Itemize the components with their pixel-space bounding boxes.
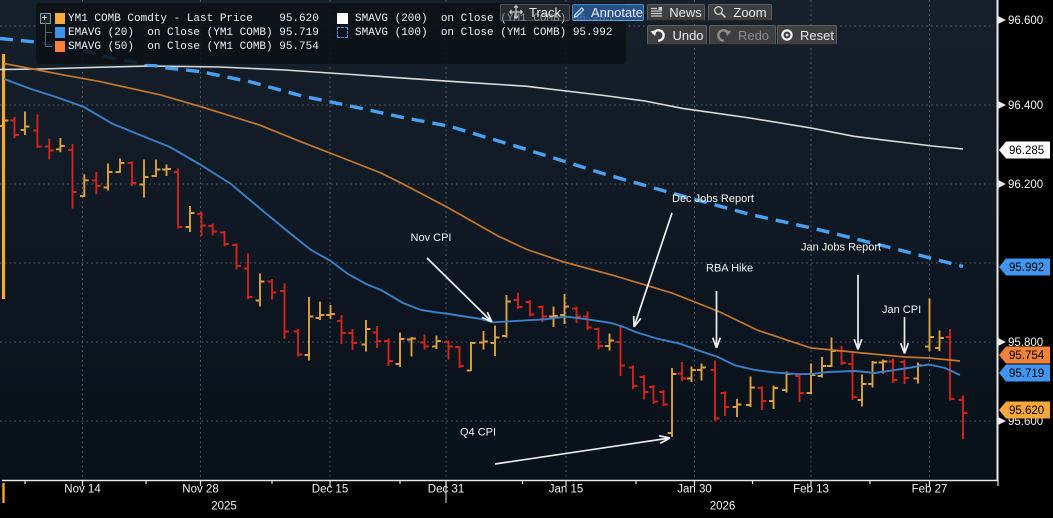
svg-text:Jan 30: Jan 30 xyxy=(677,484,712,496)
svg-text:Jan 15: Jan 15 xyxy=(549,484,584,496)
svg-text:Feb 27: Feb 27 xyxy=(912,484,948,496)
svg-text:Jan CPI: Jan CPI xyxy=(882,304,921,316)
svg-text:95.719: 95.719 xyxy=(1009,368,1044,380)
svg-text:Nov 14: Nov 14 xyxy=(64,484,101,496)
svg-text:96.600: 96.600 xyxy=(1008,15,1043,27)
svg-text:95.620: 95.620 xyxy=(1009,405,1044,417)
svg-text:Jan Jobs Report: Jan Jobs Report xyxy=(801,242,881,254)
svg-text:2025: 2025 xyxy=(211,501,237,513)
svg-text:Dec 31: Dec 31 xyxy=(428,484,464,496)
svg-text:Dec 15: Dec 15 xyxy=(312,484,348,496)
svg-text:96.400: 96.400 xyxy=(1008,100,1043,112)
svg-text:95.754: 95.754 xyxy=(1009,350,1045,362)
svg-text:Feb 13: Feb 13 xyxy=(793,484,829,496)
svg-text:RBA Hike: RBA Hike xyxy=(706,263,753,275)
svg-text:Nov CPI: Nov CPI xyxy=(411,232,452,244)
svg-text:Dec Jobs Report: Dec Jobs Report xyxy=(672,193,754,205)
svg-text:95.600: 95.600 xyxy=(1008,416,1043,428)
svg-text:96.200: 96.200 xyxy=(1008,179,1043,191)
svg-text:96.285: 96.285 xyxy=(1009,145,1044,157)
svg-text:Q4 CPI: Q4 CPI xyxy=(460,427,496,439)
svg-text:2026: 2026 xyxy=(710,501,736,513)
svg-text:95.800: 95.800 xyxy=(1008,337,1043,349)
svg-text:95.992: 95.992 xyxy=(1009,262,1044,274)
svg-text:Nov 28: Nov 28 xyxy=(182,484,218,496)
